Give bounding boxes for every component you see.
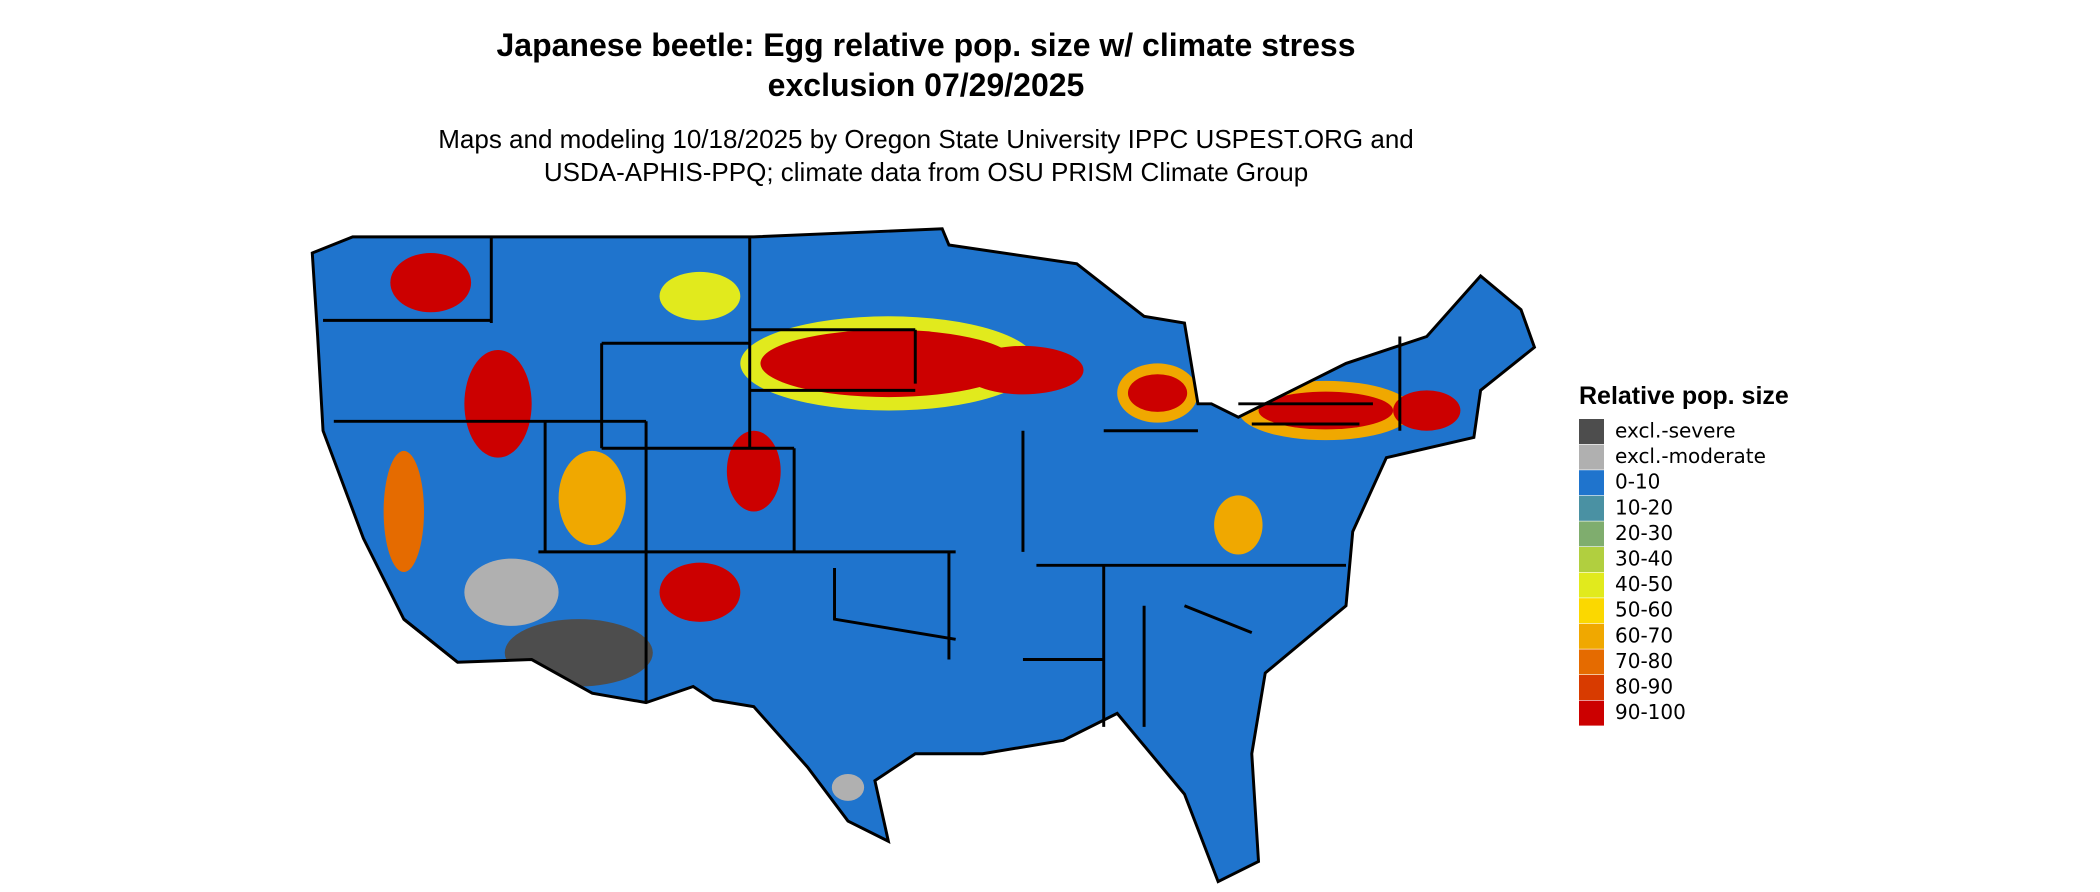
land [312, 228, 1535, 882]
area [464, 558, 559, 626]
subtitle: Maps and modeling 10/18/2025 by Oregon S… [438, 124, 1414, 154]
legend-swatch [1579, 470, 1604, 496]
legend-label: 30-40 [1615, 547, 1673, 571]
legend-label: 40-50 [1615, 572, 1673, 596]
area [1393, 390, 1461, 431]
legend-label: 70-80 [1615, 649, 1673, 673]
legend-swatch [1579, 572, 1604, 598]
legend-title: Relative pop. size [1579, 382, 1789, 410]
area [1127, 374, 1188, 412]
area [659, 271, 741, 321]
legend-label: 10-20 [1615, 495, 1673, 519]
legend-swatch [1579, 598, 1604, 624]
legend-swatch [1579, 495, 1604, 521]
suitability-areas [383, 253, 1461, 801]
legend-swatch [1579, 419, 1604, 444]
area [659, 562, 741, 622]
area [558, 450, 626, 546]
legend-label: 20-30 [1615, 521, 1673, 545]
state-borders [310, 227, 1536, 884]
legend-label: excl.-moderate [1615, 444, 1766, 468]
legend-label: excl.-severe [1615, 419, 1736, 443]
legend-swatch [1579, 675, 1604, 700]
legend: excl.-severeexcl.-moderate0-1010-2020-30… [1579, 419, 1766, 726]
area [760, 329, 1017, 398]
legend-label: 0-10 [1615, 470, 1660, 494]
subtitle: USDA-APHIS-PPQ; climate data from OSU PR… [544, 157, 1308, 187]
legend-label: 80-90 [1615, 675, 1673, 699]
title: exclusion 07/29/2025 [768, 67, 1085, 103]
legend-label: 60-70 [1615, 623, 1673, 647]
legend-swatch [1579, 444, 1604, 470]
legend-label: 90-100 [1615, 700, 1686, 724]
title: Japanese beetle: Egg relative pop. size … [496, 27, 1355, 63]
area [504, 619, 653, 687]
legend-swatch [1579, 623, 1604, 649]
area [390, 253, 472, 313]
area [1258, 391, 1394, 430]
area [1214, 495, 1263, 555]
map [310, 227, 1536, 884]
area [383, 450, 424, 573]
legend-label: 50-60 [1615, 598, 1673, 622]
legend-swatch [1579, 521, 1604, 547]
area [464, 349, 532, 458]
legend-swatch [1579, 700, 1604, 726]
area [962, 345, 1084, 395]
legend-swatch [1579, 649, 1604, 675]
area [831, 773, 865, 801]
area [726, 430, 781, 512]
legend-swatch [1579, 547, 1604, 572]
